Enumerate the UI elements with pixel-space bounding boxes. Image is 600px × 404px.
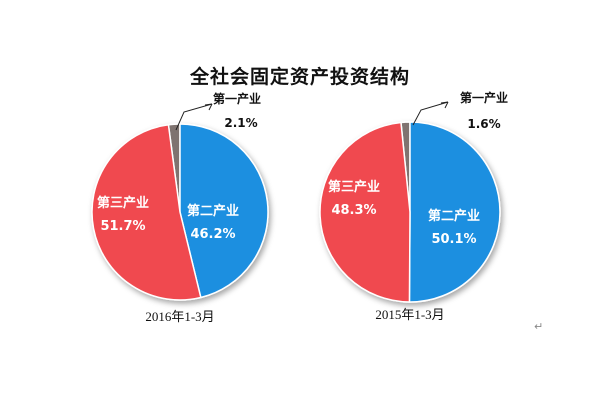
leader-line-2015 [412, 101, 449, 126]
chart-title: 全社会固定资产投资结构 [189, 66, 410, 88]
chart-caption-2016: 2016年1-3月 [145, 309, 214, 324]
outer-label-value-2015: 1.6% [467, 117, 500, 131]
leader-line-2016 [175, 103, 213, 131]
paragraph-mark: ↵ [534, 320, 544, 333]
chart-caption-2015: 2015年1-3月 [375, 307, 444, 322]
leader-arrowhead-2015 [440, 101, 449, 109]
outer-label-name-2015: 第一产业 [460, 90, 508, 105]
outer-label-name-2016: 第一产业 [213, 91, 261, 106]
outer-label-value-2016: 2.1% [224, 116, 257, 130]
pie-slice-2016-第二产业 [179, 123, 269, 299]
slice-label-name-2016-1: 第二产业 [187, 203, 239, 219]
slice-label-value-2016-1: 46.2% [190, 227, 235, 242]
slice-label-value-2015-1: 50.1% [431, 232, 476, 247]
slice-label-value-2016-2: 51.7% [100, 219, 145, 234]
pie-2016: 第二产业 46.2% 第三产业 51.7% 第一产业 2.1% 2016年1-3月 [91, 91, 269, 324]
pie-2015: 第二产业 50.1% 第三产业 48.3% 第一产业 1.6% 2015年1-3月 [319, 90, 508, 322]
pie-slice-2015-第三产业 [319, 121, 411, 303]
pie-slice-2015-第二产业 [408, 121, 501, 303]
slice-label-value-2015-2: 48.3% [331, 203, 376, 218]
leader-arrowhead-2016 [204, 103, 213, 111]
pie-slice-2016-第三产业 [91, 123, 202, 301]
slice-label-name-2016-2: 第三产业 [97, 195, 149, 211]
slice-label-name-2015-1: 第二产业 [428, 208, 480, 224]
slice-label-name-2015-2: 第三产业 [328, 179, 380, 195]
